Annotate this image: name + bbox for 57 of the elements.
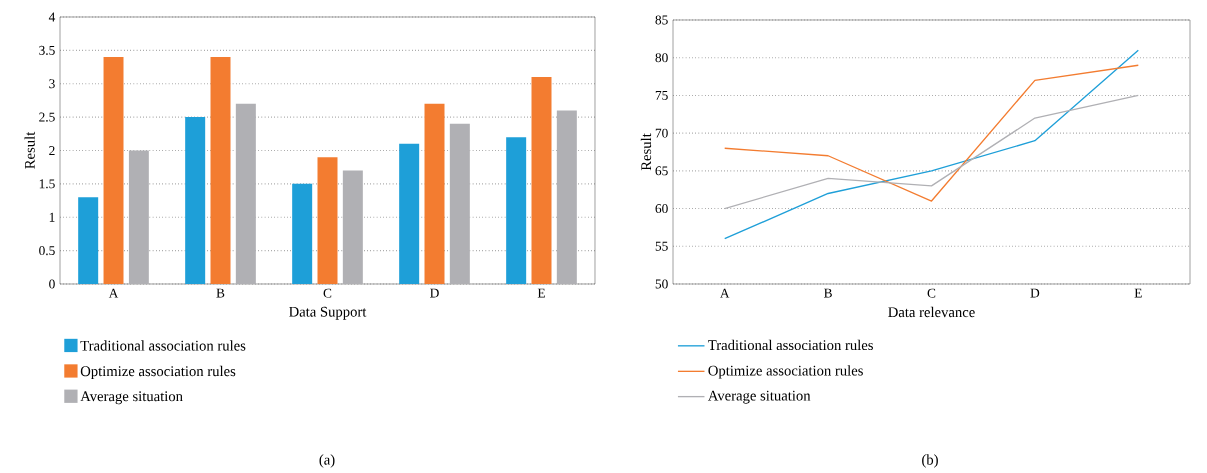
y-tick-label: 65 [655, 166, 668, 176]
bar [78, 197, 99, 284]
bar [424, 103, 445, 284]
x-tick-label: C [927, 288, 936, 298]
legend-label: Average situation [80, 391, 183, 405]
bar [210, 57, 231, 284]
y-tick-label: 70 [655, 128, 668, 138]
bar [556, 110, 577, 284]
legend-label: Traditional association rules [80, 340, 246, 351]
bar [342, 170, 363, 284]
x-tick-label: A [108, 288, 119, 298]
y-tick-label: 1.5 [39, 179, 55, 189]
legend-label: Average situation [707, 390, 811, 404]
line-series [724, 94, 1139, 210]
bar [128, 150, 149, 284]
x-tick-label: B [824, 288, 832, 298]
bar [292, 183, 313, 284]
y-tick-label: 2 [49, 146, 55, 155]
line-series [724, 49, 1139, 240]
legend-label: Traditional association rules [708, 339, 873, 351]
y-tick-label: 0.5 [39, 246, 55, 256]
text: (b) [922, 454, 938, 468]
legend-label: Optimize association rules [80, 365, 236, 380]
y-axis-title: Result [640, 133, 652, 171]
y-tick-label: 1 [49, 212, 55, 222]
y-tick-label: 4 [48, 12, 56, 22]
y-axis-title: Result [24, 131, 35, 169]
y-tick-label: 0 [49, 279, 55, 289]
bar [317, 157, 338, 284]
y-tick-label: 50 [655, 279, 668, 289]
line-series [724, 64, 1139, 202]
y-tick-label: 85 [655, 15, 668, 25]
x-tick-label: A [720, 288, 730, 298]
y-tick-label: 80 [655, 53, 668, 63]
y-tick-label: 3 [49, 79, 55, 89]
bar [449, 123, 470, 284]
y-tick-label: 2.5 [39, 112, 55, 122]
legend-label: Optimize association rules [708, 365, 863, 379]
y-tick-label: 55 [655, 241, 668, 251]
x-tick-label: C [323, 288, 332, 298]
y-tick-label: 75 [655, 90, 668, 100]
x-axis-title: Data relevance [888, 306, 975, 318]
bar [506, 137, 527, 284]
x-axis-title: Data Support [289, 306, 367, 320]
x-tick-label: D [430, 288, 439, 298]
x-tick-label: E [537, 288, 545, 298]
bar [185, 117, 206, 284]
x-tick-label: D [1030, 288, 1040, 298]
bar [103, 57, 124, 284]
bar [235, 103, 256, 284]
x-tick-label: E [1134, 288, 1142, 298]
bar [531, 77, 552, 284]
text: (a) [319, 454, 335, 468]
y-tick-label: 60 [655, 204, 668, 214]
x-tick-label: B [216, 288, 225, 298]
y-tick-label: 3.5 [39, 45, 55, 55]
bar [399, 143, 420, 284]
